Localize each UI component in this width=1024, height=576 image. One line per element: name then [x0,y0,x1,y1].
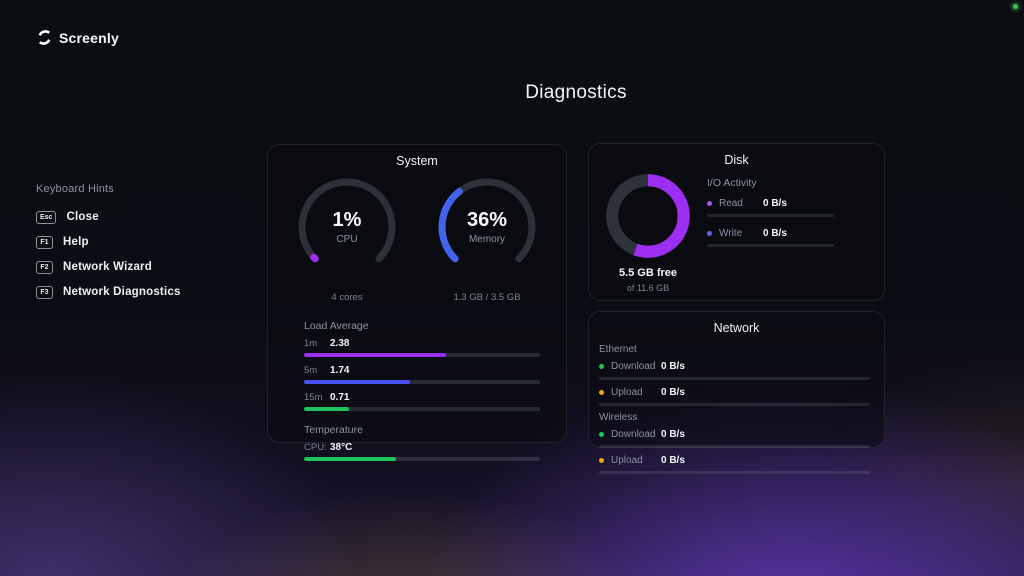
network-card: Network Ethernet Download 0 B/s Upload 0… [588,311,885,474]
upload-dot-icon [599,389,604,395]
ethernet-download-row: Download 0 B/s [599,360,870,380]
progress-track [599,403,870,406]
load-average-title: Load Average [304,320,369,332]
disk-free-label: 5.5 GB free [618,267,678,279]
cpu-label: CPU [336,234,358,245]
memory-percent: 36% [466,209,508,231]
cpu-percent: 1% [332,209,362,231]
wireless-section-title: Wireless [599,412,638,423]
io-value: 0 B/s [763,197,787,209]
net-value: 0 B/s [661,454,685,466]
ethernet-section-title: Ethernet [599,344,637,355]
hint-network-wizard: F2 Network Wizard [36,260,181,274]
cpu-gauge-arc [298,178,396,263]
hint-label: Close [66,211,99,223]
progress-track [304,380,540,384]
metric-value: 2.38 [330,338,350,349]
disk-total-label: of 11.6 GB [626,283,670,293]
io-row-read: Read 0 B/s [707,197,834,217]
progress-track [599,445,870,448]
f2-key-badge: F2 [36,260,53,274]
upload-dot-icon [599,457,604,463]
disk-donut-chart [606,174,690,258]
memory-gauge: 36% Memory 1.3 GB / 3.5 GB [420,175,554,303]
progress-track [599,471,870,474]
wireless-upload-row: Upload 0 B/s [599,454,870,474]
progress-track [707,244,834,247]
progress-track [304,353,540,357]
progress-track [707,214,834,217]
disk-card: Disk 5.5 GB free of 11.6 GB I/O Activity… [588,143,885,301]
progress-track [304,457,540,461]
io-activity-title: I/O Activity [707,177,757,189]
hint-help: F1 Help [36,235,181,249]
hint-network-diagnostics: F3 Network Diagnostics [36,285,181,299]
memory-label: Memory [468,234,506,245]
net-value: 0 B/s [661,428,685,440]
system-gauges: 1% CPU 4 cores 36% Memory 1.3 GB / 3.5 G… [268,168,566,303]
net-value: 0 B/s [661,360,685,372]
progress-fill [304,353,446,357]
system-card-title: System [396,154,438,168]
progress-fill [304,457,397,461]
load-average-section: Load Average 1m 2.38 5m 1.74 15m 0.71 [268,303,566,411]
metric-label: CPU: [304,442,327,453]
wireless-download-row: Download 0 B/s [599,428,870,448]
disk-card-title: Disk [724,153,749,167]
disk-io-section: I/O Activity Read 0 B/s Write 0 B/s [707,171,884,293]
load-row-15m: 15m 0.71 [304,392,540,411]
metric-value: 1.74 [330,365,350,376]
memory-usage: 1.3 GB / 3.5 GB [453,292,521,303]
temperature-title: Temperature [304,424,363,436]
metric-value: 38°C [330,442,353,453]
metric-label: 15m [304,392,323,403]
progress-fill [304,380,411,384]
metric-label: 1m [304,338,318,349]
hint-label: Network Wizard [63,261,152,273]
network-card-title: Network [713,321,760,335]
net-label: Upload [611,386,643,398]
io-label: Read [719,197,743,209]
cpu-cores: 4 cores [331,292,363,303]
io-value: 0 B/s [763,227,787,239]
keyboard-hints-title: Keyboard Hints [36,183,115,195]
esc-key-badge: Esc [36,210,57,224]
net-label: Download [611,360,656,372]
download-dot-icon [599,431,604,437]
progress-fill [304,407,349,411]
temperature-section: Temperature CPU: 38°C [268,419,566,461]
hint-label: Network Diagnostics [63,286,181,298]
system-status-led [1013,4,1018,9]
temperature-row-cpu: CPU: 38°C [304,442,540,461]
metric-label: 5m [304,365,318,376]
metric-value: 0.71 [330,392,350,403]
hint-close: Esc Close [36,210,181,224]
io-row-write: Write 0 B/s [707,227,834,247]
net-label: Download [611,428,656,440]
load-row-1m: 1m 2.38 [304,338,540,357]
read-dot-icon [707,200,712,206]
system-card: System 1% CPU 4 cores [267,144,567,461]
f3-key-badge: F3 [36,285,53,299]
f1-key-badge: F1 [36,235,53,249]
write-dot-icon [707,230,712,236]
net-label: Upload [611,454,643,466]
page-title: Diagnostics [525,82,627,103]
brand-logo: Screenly [36,29,119,46]
memory-gauge-arc [438,178,536,263]
io-label: Write [719,227,743,239]
keyboard-hints: Keyboard Hints Esc Close F1 Help F2 Netw… [36,183,181,310]
progress-track [304,407,540,411]
brand-name: Screenly [59,29,119,46]
ethernet-upload-row: Upload 0 B/s [599,386,870,406]
download-dot-icon [599,363,604,369]
hint-label: Help [63,236,89,248]
net-value: 0 B/s [661,386,685,398]
cpu-gauge: 1% CPU 4 cores [280,175,414,303]
load-row-5m: 5m 1.74 [304,365,540,384]
screenly-logo-icon [36,29,53,46]
disk-usage-donut: 5.5 GB free of 11.6 GB [589,171,707,293]
progress-track [599,377,870,380]
